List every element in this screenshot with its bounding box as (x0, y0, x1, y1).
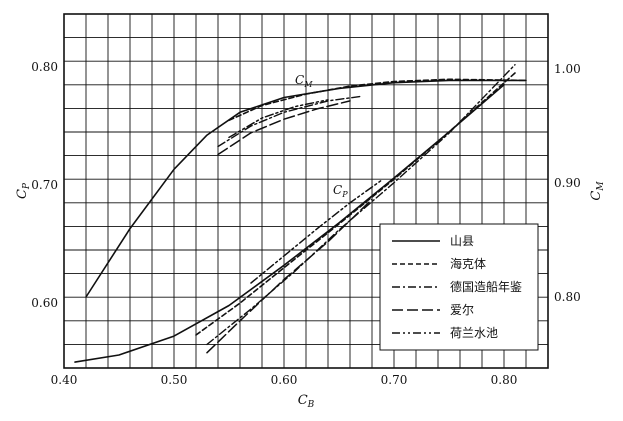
legend-label-4: 爱尔 (450, 302, 474, 317)
tick-labels: 0.40 0.50 0.60 0.70 0.80 0.60 0.70 0.80 0.80 0.90… (31, 60, 580, 387)
curve-label-cm: CM (295, 73, 313, 89)
y-left-tick-label: 0.60 (31, 296, 58, 310)
series-2-cp-line (195, 72, 516, 336)
y-left-tick-label: 0.70 (31, 178, 58, 192)
curve-label-cp: CP (333, 183, 348, 199)
curve-labels: CM CP (295, 73, 348, 199)
y-right-axis-title: CM (589, 181, 606, 201)
axis-titles: CB CP CM (15, 181, 606, 410)
series-3-cm-line (217, 95, 362, 148)
series-5-cp-line (250, 178, 384, 284)
legend-label-3: 德国造船年鉴 (450, 279, 522, 294)
series-4-cm-line (217, 100, 351, 156)
series-group (74, 64, 527, 363)
series-2-cm-line (228, 78, 527, 122)
legend-label-2: 海克体 (450, 256, 486, 271)
y-right-tick-label: 0.90 (554, 176, 581, 190)
y-left-axis-title: CP (15, 182, 32, 199)
y-right-tick-label: 1.00 (554, 62, 581, 76)
grid (63, 13, 549, 369)
legend-label-1: 山县 (450, 234, 474, 248)
x-tick-label: 0.50 (161, 373, 188, 387)
series-5-cm-line (228, 99, 329, 139)
y-left-tick-label: 0.80 (31, 60, 58, 74)
series-3-cp-line (206, 64, 516, 346)
x-tick-label: 0.70 (381, 373, 408, 387)
legend-box (379, 223, 539, 351)
x-axis-title: CB (298, 393, 315, 410)
x-tick-label: 0.60 (271, 373, 298, 387)
series-4-cp-line (206, 198, 373, 354)
legend-label-5: 荷兰水池 (450, 326, 498, 340)
y-right-tick-label: 0.80 (554, 290, 581, 304)
x-tick-label: 0.40 (51, 373, 78, 387)
x-tick-label: 0.80 (491, 373, 518, 387)
